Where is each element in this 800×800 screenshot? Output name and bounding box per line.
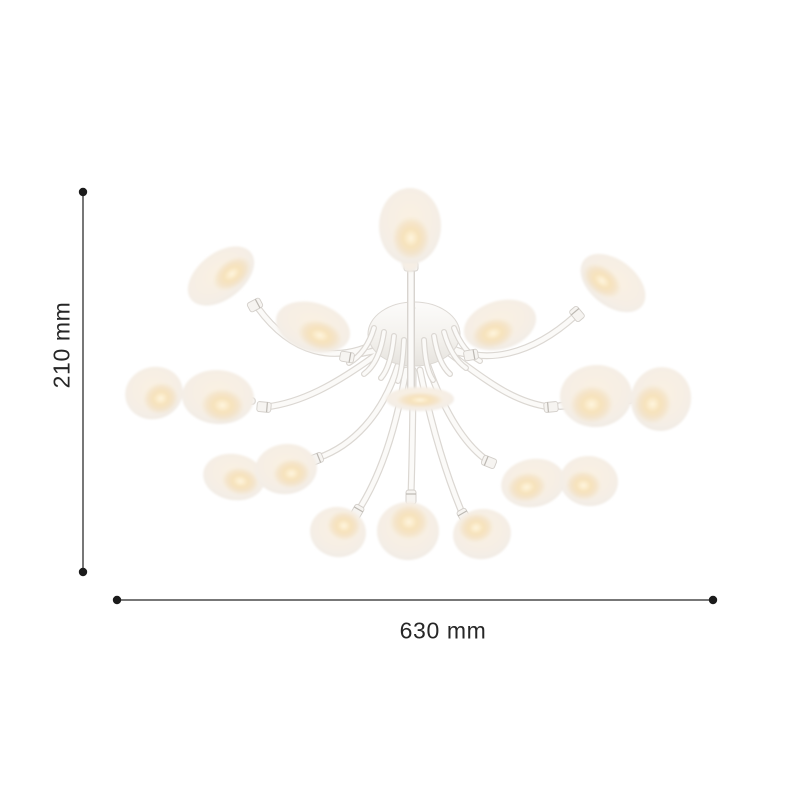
shade [187, 246, 255, 306]
shade [275, 301, 351, 353]
shade [182, 369, 254, 425]
shade [580, 253, 646, 313]
shade [255, 443, 317, 495]
glass-shades [125, 188, 692, 560]
shade [453, 508, 511, 560]
shade [630, 367, 692, 431]
height-dimension-label: 210 mm [48, 301, 75, 389]
shade-center-disc [386, 387, 454, 411]
shade [203, 453, 265, 501]
shade [310, 506, 366, 558]
shade [560, 455, 618, 507]
width-dimension-label: 630 mm [399, 617, 487, 644]
shade [560, 364, 632, 428]
shade [125, 366, 183, 420]
width-dimension-line [112, 595, 718, 605]
chandelier-group [125, 188, 692, 560]
height-dimension-line [78, 187, 88, 577]
shade-top [379, 188, 441, 272]
shade [501, 458, 565, 508]
shade [463, 299, 537, 351]
shade [377, 502, 439, 560]
